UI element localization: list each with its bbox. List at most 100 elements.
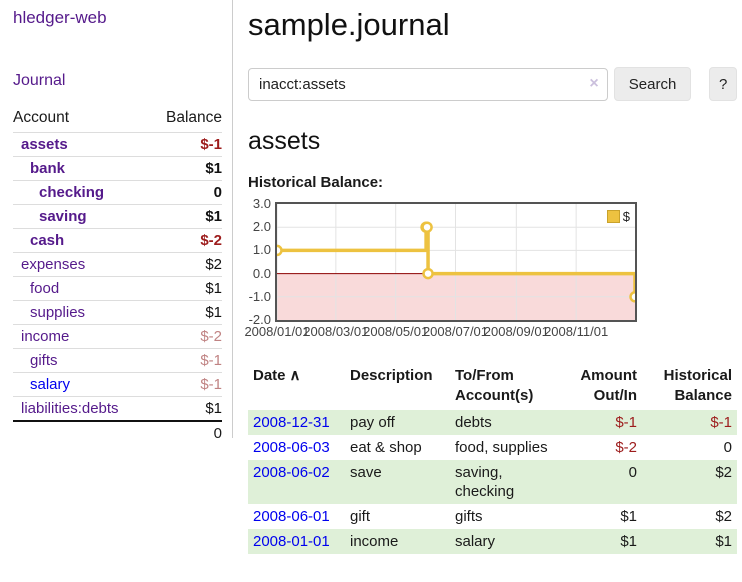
register-description: save bbox=[345, 460, 450, 504]
register-table: Date ∧ Description To/From Account(s) Amount… bbox=[248, 362, 737, 554]
sidebar-account-link[interactable]: salary bbox=[30, 376, 71, 393]
sidebar-account-link[interactable]: liabilities:debts bbox=[21, 400, 119, 417]
sidebar-account-balance: $1 bbox=[205, 160, 222, 177]
register-date-link[interactable]: 2008-06-01 bbox=[253, 508, 330, 525]
accounts-table-header: Account Balance bbox=[13, 105, 222, 132]
x-axis-tick-label: 2008/11/01 bbox=[544, 324, 609, 339]
sidebar-account-row: salary $-1 bbox=[13, 372, 222, 396]
sidebar-account-balance: $-1 bbox=[200, 136, 222, 153]
sidebar-account-row: checking 0 bbox=[13, 180, 222, 204]
chart-canvas bbox=[277, 204, 635, 320]
sidebar-account-row: supplies $1 bbox=[13, 300, 222, 324]
sidebar-account-link[interactable]: food bbox=[30, 280, 60, 297]
sidebar-account-row: assets $-1 bbox=[13, 132, 222, 156]
search-form: × Search ? bbox=[248, 67, 737, 101]
register-balance: $2 bbox=[642, 460, 737, 504]
sidebar-account-row: income $-2 bbox=[13, 324, 222, 348]
register-description: income bbox=[345, 529, 450, 554]
sidebar-account-link[interactable]: supplies bbox=[30, 304, 86, 321]
clear-search-icon[interactable]: × bbox=[589, 74, 599, 92]
register-description: pay off bbox=[345, 410, 450, 435]
x-axis-tick-label: 2008/09/01 bbox=[483, 324, 549, 339]
register-header-historical-balance: Historical Balance bbox=[663, 367, 732, 404]
y-axis-tick-label: -2.0 bbox=[248, 312, 271, 327]
chart-title: Historical Balance: bbox=[248, 174, 384, 191]
accounts-header-balance: Balance bbox=[165, 109, 222, 126]
sidebar-account-balance: $-2 bbox=[200, 232, 222, 249]
register-header-description: Description bbox=[350, 367, 433, 384]
app-title-link[interactable]: hledger-web bbox=[13, 8, 107, 27]
sidebar-account-link[interactable]: gifts bbox=[30, 352, 58, 369]
register-header-to-from-account-s-: To/From Account(s) bbox=[455, 367, 534, 404]
register-balance: $1 bbox=[642, 529, 737, 554]
sidebar-account-balance: $1 bbox=[205, 304, 222, 321]
register-date-link[interactable]: 2008-06-02 bbox=[253, 464, 330, 481]
register-accounts: food, supplies bbox=[455, 439, 548, 456]
x-axis-tick-label: 2008/01/01 bbox=[244, 324, 310, 339]
sidebar-item-journal[interactable]: Journal bbox=[13, 72, 66, 89]
register-header-row: Date ∧ Description To/From Account(s) Amount… bbox=[248, 362, 737, 410]
sidebar-account-link[interactable]: bank bbox=[30, 160, 66, 177]
sidebar-account-link[interactable]: assets bbox=[21, 136, 68, 153]
register-balance: 0 bbox=[723, 439, 732, 456]
sidebar-account-link[interactable]: checking bbox=[39, 184, 105, 201]
sidebar-account-balance: $-1 bbox=[200, 352, 222, 369]
sidebar-account-link[interactable]: cash bbox=[30, 232, 65, 249]
register-row: 2008-01-01 income salary $1 $1 bbox=[248, 529, 737, 554]
legend-swatch-icon bbox=[606, 210, 620, 223]
accounts-header-account: Account bbox=[13, 109, 70, 126]
register-header-amount-out-in: Amount Out/In bbox=[580, 367, 637, 404]
sidebar-account-balance: $-1 bbox=[200, 376, 222, 393]
register-date-link[interactable]: 2008-06-03 bbox=[253, 439, 330, 456]
register-accounts: saving, checking bbox=[450, 460, 563, 504]
register-amount: $-1 bbox=[563, 410, 642, 435]
y-axis-tick-label: 2.0 bbox=[252, 219, 271, 235]
sidebar-account-link[interactable]: income bbox=[21, 328, 70, 345]
sidebar-account-row: food $1 bbox=[13, 276, 222, 300]
register-date-link[interactable]: 2008-12-31 bbox=[253, 414, 330, 431]
x-axis-tick-label: 2008/05/01 bbox=[363, 324, 429, 339]
sidebar-account-row: gifts $-1 bbox=[13, 348, 222, 372]
register-description: eat & shop bbox=[350, 439, 422, 456]
chart-plot: $ bbox=[275, 202, 637, 322]
search-button[interactable]: Search bbox=[613, 67, 692, 101]
x-axis-tick-label: 2008/03/01 bbox=[303, 324, 369, 339]
register-amount: $-2 bbox=[615, 439, 637, 456]
register-amount: 0 bbox=[563, 460, 642, 504]
main-content: sample.journal × Search ? assets Histori… bbox=[244, 0, 737, 554]
register-description: gift bbox=[350, 508, 371, 525]
register-header-date[interactable]: Date ∧ bbox=[253, 367, 301, 384]
register-balance: $-1 bbox=[642, 410, 737, 435]
search-input-wrap: × bbox=[248, 67, 608, 101]
y-axis-tick-label: 3.0 bbox=[252, 196, 271, 211]
register-row: 2008-06-01 gift gifts $1 $2 bbox=[248, 504, 737, 529]
register-row: 2008-06-02 save saving, checking 0 $2 bbox=[248, 460, 737, 504]
y-axis-tick-label: 1.0 bbox=[252, 242, 271, 258]
sidebar-account-link[interactable]: saving bbox=[39, 208, 87, 225]
sidebar-account-row: saving $1 bbox=[13, 204, 222, 228]
sidebar-account-row: bank $1 bbox=[13, 156, 222, 180]
sidebar-account-balance: $-2 bbox=[200, 328, 222, 345]
sidebar-account-balance: $1 bbox=[205, 208, 222, 225]
register-row: 2008-06-03 eat & shop food, supplies $-2… bbox=[248, 435, 737, 460]
y-axis-tick-label: 0.0 bbox=[252, 265, 271, 281]
register-accounts: debts bbox=[450, 410, 563, 435]
sidebar-account-row: expenses $2 bbox=[13, 252, 222, 276]
register-amount: $1 bbox=[620, 508, 637, 525]
sidebar-account-row: cash $-2 bbox=[13, 228, 222, 252]
register-amount: $1 bbox=[563, 529, 642, 554]
register-accounts: salary bbox=[450, 529, 563, 554]
sidebar-account-balance: $1 bbox=[205, 280, 222, 297]
register-date-link[interactable]: 2008-01-01 bbox=[253, 533, 330, 550]
accounts-rows: assets $-1 bank $1 checking 0 saving $1 … bbox=[13, 132, 222, 420]
search-input[interactable] bbox=[248, 67, 608, 101]
page-title: sample.journal bbox=[248, 7, 450, 42]
sidebar-account-link[interactable]: expenses bbox=[21, 256, 86, 273]
y-axis-tick-label: -1.0 bbox=[248, 288, 271, 304]
accounts-total: 0 bbox=[13, 420, 222, 445]
register-accounts: gifts bbox=[455, 508, 483, 525]
legend-label: $ bbox=[622, 209, 630, 224]
sidebar: hledger-web Journal Account Balance asse… bbox=[0, 0, 233, 442]
help-button[interactable]: ? bbox=[709, 67, 737, 101]
